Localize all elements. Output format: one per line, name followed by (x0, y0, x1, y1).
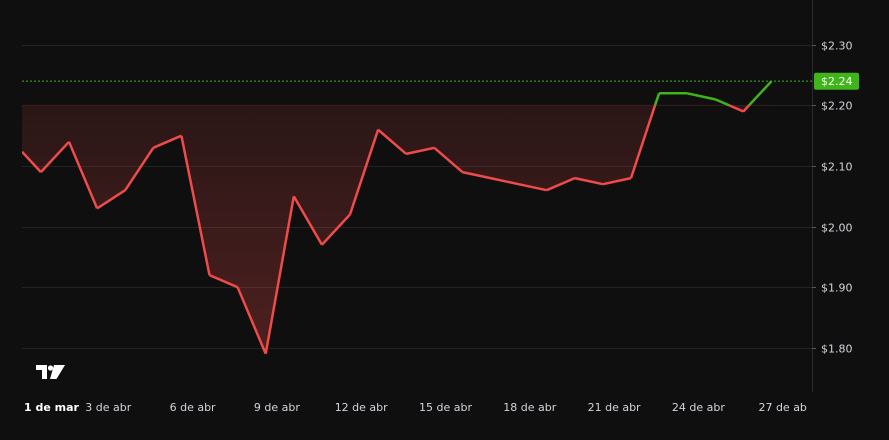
last-price-value: $2.24 (821, 75, 853, 88)
x-tick-label: 18 de abr (503, 401, 556, 414)
area-below-baseline (22, 105, 749, 354)
x-axis-ticks: 1 de mar 3 de abr 6 de abr 9 de abr 12 de ab… (24, 401, 807, 414)
y-axis-ticks: $1.80 $1.90 $2.00 $2.10 $2.20 $2.30 (812, 40, 853, 356)
x-tick-label: 9 de abr (254, 401, 300, 414)
y-tick-label: $1.80 (821, 343, 853, 356)
x-tick-label: 6 de abr (170, 401, 216, 414)
series-line-below (22, 104, 750, 355)
y-tick-label: $2.00 (821, 222, 853, 235)
y-tick-label: $2.30 (821, 40, 853, 53)
x-tick-label: 27 de ab (758, 401, 806, 414)
last-price-badge: $2.24 (814, 72, 859, 90)
last-price-badge-bg (814, 72, 859, 90)
x-tick-label: 15 de abr (419, 401, 472, 414)
grid-lines (22, 45, 812, 349)
x-tick-label: 12 de abr (335, 401, 388, 414)
y-tick-label: $2.10 (821, 161, 853, 174)
x-tick-label: 24 de abr (672, 401, 725, 414)
y-tick-label: $1.90 (821, 282, 853, 295)
series-line-above (653, 80, 773, 107)
x-tick-label: 1 de mar (24, 401, 80, 414)
x-tick-label: 3 de abr (85, 401, 131, 414)
x-tick-label: 21 de abr (588, 401, 641, 414)
tradingview-logo[interactable] (36, 365, 65, 379)
y-tick-label: $2.20 (821, 100, 853, 113)
